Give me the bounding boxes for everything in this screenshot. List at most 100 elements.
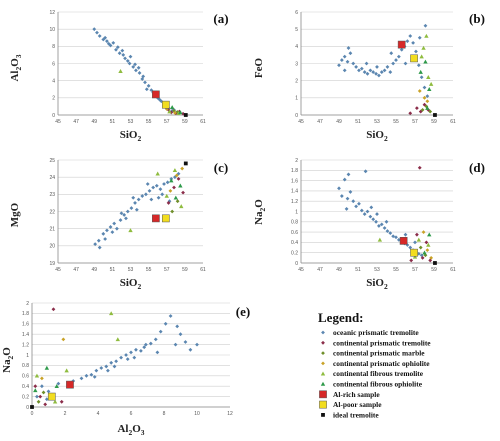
data-point <box>371 70 376 74</box>
data-point <box>105 228 109 233</box>
data-point <box>137 71 142 75</box>
data-point <box>64 368 69 373</box>
data-point <box>374 219 378 224</box>
data-point <box>365 71 370 76</box>
data-point <box>351 61 356 66</box>
data-point <box>339 194 344 198</box>
data-point <box>56 381 61 386</box>
data-point <box>143 80 147 85</box>
data-point <box>397 40 406 49</box>
data-point <box>377 73 381 78</box>
x-tick-label: 45 <box>55 119 61 125</box>
data-point <box>433 261 437 265</box>
data-point <box>388 231 393 236</box>
data-point <box>121 53 126 57</box>
legend-marker <box>319 390 327 399</box>
panel-label: (b) <box>469 11 485 26</box>
x-tick-label: 59 <box>431 119 437 125</box>
x-axis-label: SiO2 <box>120 277 142 291</box>
data-point <box>415 106 419 111</box>
x-tick-label: 51 <box>110 267 116 273</box>
legend-marker <box>321 340 325 345</box>
data-point <box>59 399 64 404</box>
y-tick-label: 1.2 <box>291 199 298 205</box>
data-point <box>399 47 404 52</box>
data-point <box>143 342 148 347</box>
x-tick-label: 59 <box>182 119 188 125</box>
chart-panel: 0 2 4 6 8 10 12 45 47 49 51 53 55 57 59 61 SiO2 Al2O3 (a) <box>9 10 229 143</box>
data-point <box>408 34 413 38</box>
data-point <box>153 337 158 342</box>
panel-label: (c) <box>214 160 228 175</box>
y-tick-label: 1.4 <box>22 332 29 338</box>
data-point <box>363 169 368 174</box>
data-point <box>357 201 361 206</box>
data-point <box>172 168 178 173</box>
data-point <box>54 384 59 388</box>
data-point <box>424 240 429 245</box>
legend-marker <box>321 413 325 417</box>
x-tick-label: 53 <box>374 119 380 125</box>
data-point <box>103 35 108 40</box>
data-point <box>169 178 174 183</box>
data-point <box>112 364 117 369</box>
data-point <box>117 51 122 56</box>
data-point <box>421 230 426 234</box>
data-point <box>33 388 38 393</box>
data-point <box>342 177 347 182</box>
x-tick-label: 8 <box>163 411 166 417</box>
data-point <box>180 166 185 171</box>
data-point <box>124 216 128 221</box>
y-tick-label: 5 <box>295 27 298 33</box>
data-point <box>115 45 120 50</box>
data-point <box>410 248 418 257</box>
data-point <box>34 373 40 378</box>
data-point <box>125 357 130 362</box>
data-point <box>396 54 401 59</box>
y-tick-label: 1 <box>295 96 298 102</box>
data-point <box>136 65 141 70</box>
data-point <box>391 234 396 239</box>
data-point <box>115 337 120 342</box>
y-tick-label: 20 <box>49 244 55 250</box>
x-tick-label: 55 <box>393 119 399 125</box>
legend-label: continental prismatic marble <box>333 349 425 358</box>
data-point <box>51 307 56 312</box>
x-tick-label: 61 <box>450 119 456 125</box>
data-point <box>418 245 423 250</box>
data-point <box>166 107 171 112</box>
data-point <box>66 380 74 389</box>
x-tick-label: 2 <box>64 411 67 417</box>
x-tick-label: 45 <box>298 267 304 273</box>
data-point <box>421 45 426 50</box>
y-tick-label: 0.4 <box>22 384 29 390</box>
x-tick-label: 57 <box>164 267 170 273</box>
x-tick-label: 59 <box>182 267 188 273</box>
data-point <box>169 110 174 115</box>
data-point <box>425 248 430 253</box>
data-point <box>419 75 424 80</box>
legend-marker <box>321 330 325 335</box>
legend-label: continental prismatic ophiolite <box>333 359 430 368</box>
data-point <box>149 197 154 202</box>
legend-marker <box>321 351 325 355</box>
data-point <box>106 41 111 46</box>
data-point <box>384 219 389 224</box>
data-point <box>178 110 183 115</box>
data-point <box>61 337 66 342</box>
data-point <box>374 71 378 76</box>
data-point <box>425 99 430 104</box>
data-point <box>172 185 176 190</box>
data-point <box>119 211 124 216</box>
data-point <box>47 392 56 401</box>
data-point <box>174 173 179 178</box>
data-point <box>40 376 44 381</box>
data-point <box>337 63 341 68</box>
data-point <box>157 97 162 102</box>
data-point <box>416 237 421 242</box>
x-tick-label: 0 <box>31 411 34 417</box>
data-point <box>394 235 398 240</box>
legend-label: Al-poor sample <box>333 400 382 409</box>
data-point <box>40 384 44 389</box>
